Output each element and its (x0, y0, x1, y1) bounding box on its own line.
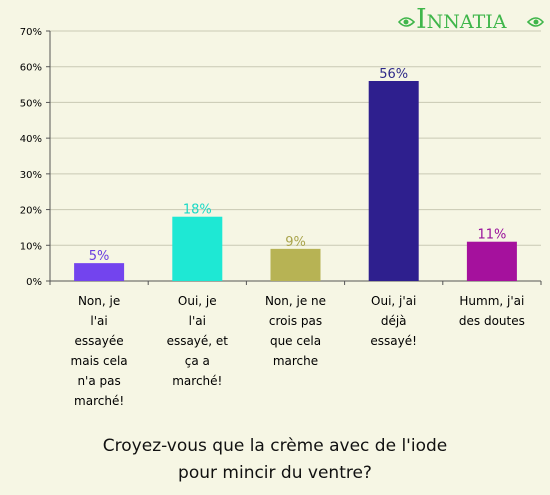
x-tick-label-line: Humm, j'ai (459, 294, 525, 308)
x-tick-label-line: l'ai (90, 314, 108, 328)
x-tick-label: Non, je ne crois pas que cela marche (256, 291, 336, 371)
chart-gridlines (50, 30, 541, 246)
bar (466, 241, 517, 281)
y-tick-label: 70% (20, 27, 42, 38)
chart-title: Croyez-vous que la crème avec de l'iode p… (0, 433, 550, 487)
x-tick-label-line: déjà (380, 314, 407, 328)
x-tick-label-line: n'a pas (77, 374, 121, 388)
bar (74, 263, 125, 281)
bar-value-label: 5% (89, 249, 110, 264)
y-tick-label: 50% (20, 98, 42, 109)
leaf-ornament-icon (397, 17, 545, 27)
bar-value-label: 56% (379, 67, 408, 82)
y-tick-label: 0% (26, 277, 42, 288)
x-tick-label-line: l'ai (188, 314, 206, 328)
x-tick-label-line: Oui, j'ai (371, 294, 417, 308)
x-tick-label: Oui, j'ai déjà essayé! (354, 291, 434, 351)
x-tick-label-line: marché! (172, 374, 223, 388)
x-tick-label-line: essayé, et (166, 334, 229, 348)
bar (172, 216, 223, 281)
bar (368, 81, 419, 281)
x-tick-label-line: Non, je ne (264, 294, 327, 308)
x-tick-label-line: marche (272, 354, 319, 368)
bar-value-label: 18% (183, 203, 212, 218)
x-tick-label-line: marché! (74, 394, 125, 408)
x-tick-label-line: mais cela (70, 354, 128, 368)
innatia-logo: Innatia (396, 4, 546, 40)
chart-title-line: Croyez-vous que la crème avec de l'iode (102, 436, 448, 456)
y-tick-label: 10% (20, 241, 42, 252)
x-tick-label-line: des doutes (458, 314, 525, 328)
y-tick-label: 20% (20, 206, 42, 217)
x-tick-label-line: ça a (184, 354, 210, 368)
bar-value-label: 11% (477, 228, 506, 243)
y-axis-ticks: 0% 10% 20% 30% 40% 50% 60% 70% (20, 27, 50, 288)
x-tick-label: Oui, je l'ai essayé, et ça a marché! (157, 291, 237, 391)
x-tick-label: Non, je l'ai essayée mais cela n'a pas marché… (59, 291, 139, 411)
logo-wordmark: Innatia (416, 4, 507, 35)
bar-value-label: 9% (285, 235, 306, 250)
x-tick-label-line: essayée (74, 334, 124, 348)
x-tick-label-line: Oui, je (177, 294, 217, 308)
y-tick-label: 30% (20, 170, 42, 181)
x-tick-label: Humm, j'ai des doutes (452, 291, 532, 331)
x-tick-label-line: crois pas (268, 314, 323, 328)
x-tick-label-line: essayé! (370, 334, 417, 348)
bar-value-labels: 5% 18% 9% 56% 11% (89, 67, 507, 264)
chart-bars (74, 81, 517, 281)
x-tick-label-line: que cela (269, 334, 322, 348)
chart-title-line: pour mincir du ventre? (178, 463, 372, 483)
y-tick-label: 40% (20, 134, 42, 145)
bar-chart: 0% 10% 20% 30% 40% 50% 60% 70% 5% 18% 9% 56% 11% (20, 27, 542, 288)
y-tick-label: 60% (20, 63, 42, 74)
bar (270, 248, 321, 281)
x-tick-label-line: Non, je (77, 294, 121, 308)
